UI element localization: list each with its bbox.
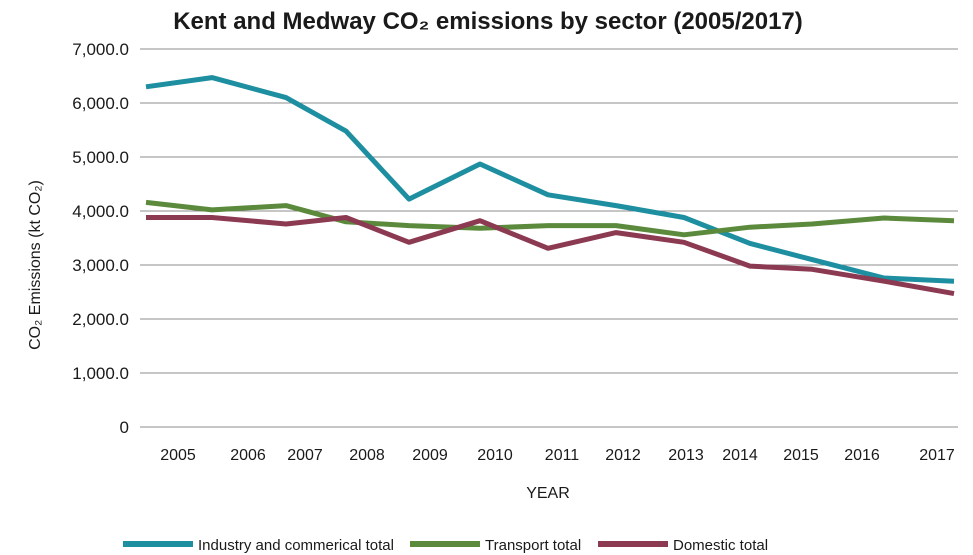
x-axis-label: YEAR xyxy=(526,485,570,502)
legend-swatch xyxy=(598,541,668,547)
x-tick-label: 2014 xyxy=(722,447,758,464)
y-axis-ticks: 0 1,000.0 2,000.0 3,000.0 4,000.0 5,000.0 6,00… xyxy=(72,40,129,437)
series-line xyxy=(145,199,955,238)
x-tick-label: 2008 xyxy=(349,447,385,464)
series-line xyxy=(146,215,955,297)
y-tick-label: 4,000.0 xyxy=(72,202,129,221)
legend: Industry and commerical total Transport t… xyxy=(123,537,768,554)
y-tick-label: 6,000.0 xyxy=(72,94,129,113)
series-lines xyxy=(145,75,955,297)
legend-item: Transport total xyxy=(410,537,581,554)
chart-title: Kent and Medway CO₂ emissions by sector … xyxy=(173,8,803,35)
x-tick-label: 2013 xyxy=(668,447,704,464)
legend-item: Industry and commerical total xyxy=(123,537,394,554)
legend-swatch xyxy=(410,541,480,547)
y-tick-label: 1,000.0 xyxy=(72,364,129,383)
y-tick-label: 7,000.0 xyxy=(72,40,129,59)
x-tick-label: 2015 xyxy=(783,447,819,464)
y-tick-label: 3,000.0 xyxy=(72,256,129,275)
y-tick-label: 2,000.0 xyxy=(72,310,129,329)
y-tick-label: 0 xyxy=(120,418,129,437)
x-tick-label: 2006 xyxy=(230,447,266,464)
x-tick-label: 2007 xyxy=(287,447,323,464)
y-axis-label: CO₂ Emissions (kt CO₂) xyxy=(27,180,44,350)
gridlines xyxy=(140,48,958,428)
y-tick-label: 5,000.0 xyxy=(72,148,129,167)
x-tick-label: 2017 xyxy=(919,447,955,464)
x-tick-label: 2011 xyxy=(545,447,580,464)
legend-label: Domestic total xyxy=(673,537,768,554)
series-line xyxy=(145,75,955,284)
x-tick-label: 2005 xyxy=(160,447,196,464)
x-tick-label: 2012 xyxy=(605,447,641,464)
legend-swatch xyxy=(123,541,193,547)
legend-label: Transport total xyxy=(485,537,581,554)
x-tick-label: 2010 xyxy=(477,447,513,464)
legend-label: Industry and commerical total xyxy=(198,537,394,554)
x-tick-label: 2016 xyxy=(844,447,880,464)
x-tick-label: 2009 xyxy=(412,447,448,464)
legend-item: Domestic total xyxy=(598,537,768,554)
x-axis-ticks: 2005 2006 2007 2008 2009 2010 2011 2012 2013 2014… xyxy=(160,447,955,464)
